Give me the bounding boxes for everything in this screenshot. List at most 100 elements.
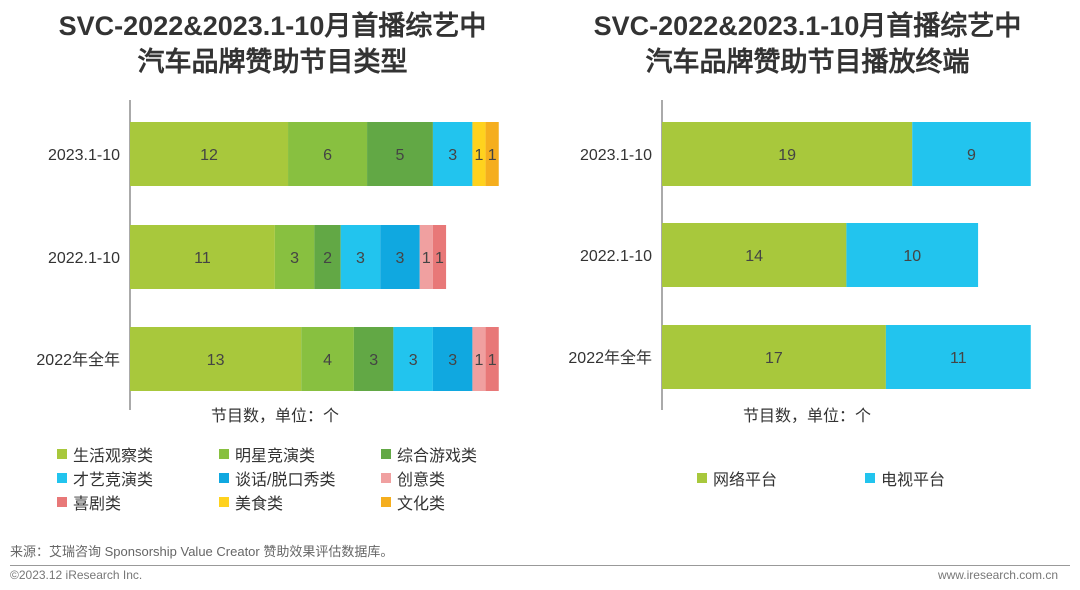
chart-1-bar-segment <box>130 122 289 186</box>
chart-1-data-label: 1 <box>475 352 484 369</box>
chart-1-data-label: 5 <box>396 147 405 164</box>
legend-label: 才艺竞演类 <box>73 472 154 489</box>
chart-1-category-label: 2023.1-10 <box>48 147 120 164</box>
chart-1-data-label: 1 <box>488 147 497 164</box>
legend-swatch <box>697 473 707 483</box>
legend-label: 创意类 <box>397 472 446 489</box>
chart-1-data-label: 13 <box>207 352 225 369</box>
legend-label: 谈话/脱口秀类 <box>235 472 336 489</box>
legend-swatch <box>57 473 67 483</box>
chart-1-legend-item: 创意类 <box>381 467 445 489</box>
chart-2-data-label: 9 <box>967 147 976 164</box>
source-note: 来源：艾瑞咨询 Sponsorship Value Creator 赞助效果评估… <box>10 544 394 559</box>
chart-2-data-label: 19 <box>778 147 796 164</box>
legend-swatch <box>219 449 229 459</box>
chart-1-bar-segment <box>367 122 433 186</box>
chart-1-bar-segment <box>301 327 354 391</box>
chart-1-bar-segment <box>130 327 302 391</box>
chart-1-bar-segment <box>353 327 394 391</box>
chart-2-legend-item: 网络平台 <box>697 467 777 489</box>
chart-1-legend-item: 生活观察类 <box>57 443 153 465</box>
legend-swatch <box>865 473 875 483</box>
chart-1-data-label: 2 <box>323 250 332 267</box>
chart-1-data-label: 1 <box>435 250 444 267</box>
chart-1-data-label: 11 <box>194 250 211 267</box>
chart-1-data-label: 6 <box>323 147 332 164</box>
legend-swatch <box>381 473 391 483</box>
legend-label: 综合游戏类 <box>397 448 478 465</box>
legend-label: 生活观察类 <box>73 448 154 465</box>
chart-1-data-label: 12 <box>200 147 218 164</box>
legend-swatch <box>57 497 67 507</box>
legend-swatch <box>219 497 229 507</box>
legend-swatch <box>219 473 229 483</box>
chart-2-bar-segment <box>885 325 1031 389</box>
chart-1-bar-segment <box>432 225 447 289</box>
chart-1-data-label: 3 <box>369 352 378 369</box>
chart-2-data-label: 11 <box>950 350 967 367</box>
legend-swatch <box>381 449 391 459</box>
chart-2-title: SVC-2022&2023.1-10月首播综艺中 汽车品牌赞助节目播放终端 <box>545 8 1070 80</box>
chart-2-bar-segment <box>662 325 886 389</box>
chart-1-bar-segment <box>485 327 499 391</box>
chart-1-category-label: 2022年全年 <box>36 351 120 369</box>
chart-1-legend: 生活观察类 明星竞演类 综合游戏类才艺竞演类 谈话/脱口秀类 创意类喜剧类 美食类 文化类 <box>57 443 527 523</box>
chart-1-data-label: 4 <box>323 352 332 369</box>
chart-1-legend-item: 综合游戏类 <box>381 443 477 465</box>
legend-label: 网络平台 <box>713 472 778 489</box>
legend-label: 美食类 <box>235 496 284 513</box>
chart-1-legend-item: 才艺竞演类 <box>57 467 153 489</box>
copyright-text: ©2023.12 iResearch Inc. <box>10 568 143 582</box>
chart-1-bar-segment <box>340 225 381 289</box>
chart-1-legend-item: 美食类 <box>219 491 283 513</box>
chart-1-title: SVC-2022&2023.1-10月首播综艺中 汽车品牌赞助节目类型 <box>10 8 535 80</box>
chart-2-category-label: 2023.1-10 <box>580 147 652 164</box>
chart-2-title-line1: SVC-2022&2023.1-10月首播综艺中 <box>593 11 1022 41</box>
chart-2-data-label: 17 <box>765 350 783 367</box>
chart-1-bar-segment <box>485 122 499 186</box>
chart-1-data-label: 3 <box>409 352 418 369</box>
chart-1-data-label: 1 <box>422 250 431 267</box>
legend-swatch <box>381 497 391 507</box>
legend-label: 明星竞演类 <box>235 448 316 465</box>
chart-1-bar-segment <box>432 122 473 186</box>
legend-swatch <box>57 449 67 459</box>
chart-1-category-label: 2022.1-10 <box>48 250 120 267</box>
chart-1-data-label: 3 <box>290 250 299 267</box>
chart-1-legend-item: 谈话/脱口秀类 <box>219 467 335 489</box>
chart-1-data-label: 3 <box>356 250 365 267</box>
chart-1-data-label: 3 <box>448 147 457 164</box>
chart-1-bar-segment <box>314 225 341 289</box>
chart-1-data-label: 3 <box>448 352 457 369</box>
chart-1-data-label: 3 <box>396 250 405 267</box>
chart-1-x-axis-label: 节目数，单位：个 <box>211 407 339 425</box>
footer-divider <box>10 565 1070 566</box>
chart-1-title-line1: SVC-2022&2023.1-10月首播综艺中 <box>58 11 487 41</box>
chart-1-legend-item: 喜剧类 <box>57 491 121 513</box>
chart-2-legend: 网络平台 电视平台 <box>697 467 1027 493</box>
chart-2-bar-segment <box>846 223 979 287</box>
chart-1-bar-segment <box>472 327 486 391</box>
chart-1-bar-segment <box>380 225 420 289</box>
chart-1-bar-segment <box>274 225 315 289</box>
chart-2-plot: 2023.1-10 19 9 2022.1-10 14 10 2022年全年 17 11 节目数，… <box>568 100 1031 425</box>
chart-1-bar-segment <box>288 122 368 186</box>
chart-2-bar-segment <box>912 122 1031 186</box>
chart-1-legend-item: 明星竞演类 <box>219 443 315 465</box>
chart-2-legend-item: 电视平台 <box>865 467 945 489</box>
chart-2-category-label: 2022年全年 <box>568 349 652 367</box>
legend-label: 电视平台 <box>881 472 946 489</box>
chart-1-bar-segment <box>393 327 433 391</box>
chart-1-title-line2: 汽车品牌赞助节目类型 <box>137 47 408 77</box>
chart-2-data-label: 14 <box>745 248 763 265</box>
chart-1-bar-segment <box>419 225 433 289</box>
chart-1-bar-segment <box>432 327 473 391</box>
chart-1-data-label: 1 <box>475 147 484 164</box>
legend-label: 喜剧类 <box>73 496 122 513</box>
chart-2-category-label: 2022.1-10 <box>580 248 652 265</box>
legend-label: 文化类 <box>397 496 446 513</box>
chart-2-bar-segment <box>662 122 913 186</box>
chart-2-title-line2: 汽车品牌赞助节目播放终端 <box>645 47 970 77</box>
website-link[interactable]: www.iresearch.com.cn <box>937 568 1058 582</box>
